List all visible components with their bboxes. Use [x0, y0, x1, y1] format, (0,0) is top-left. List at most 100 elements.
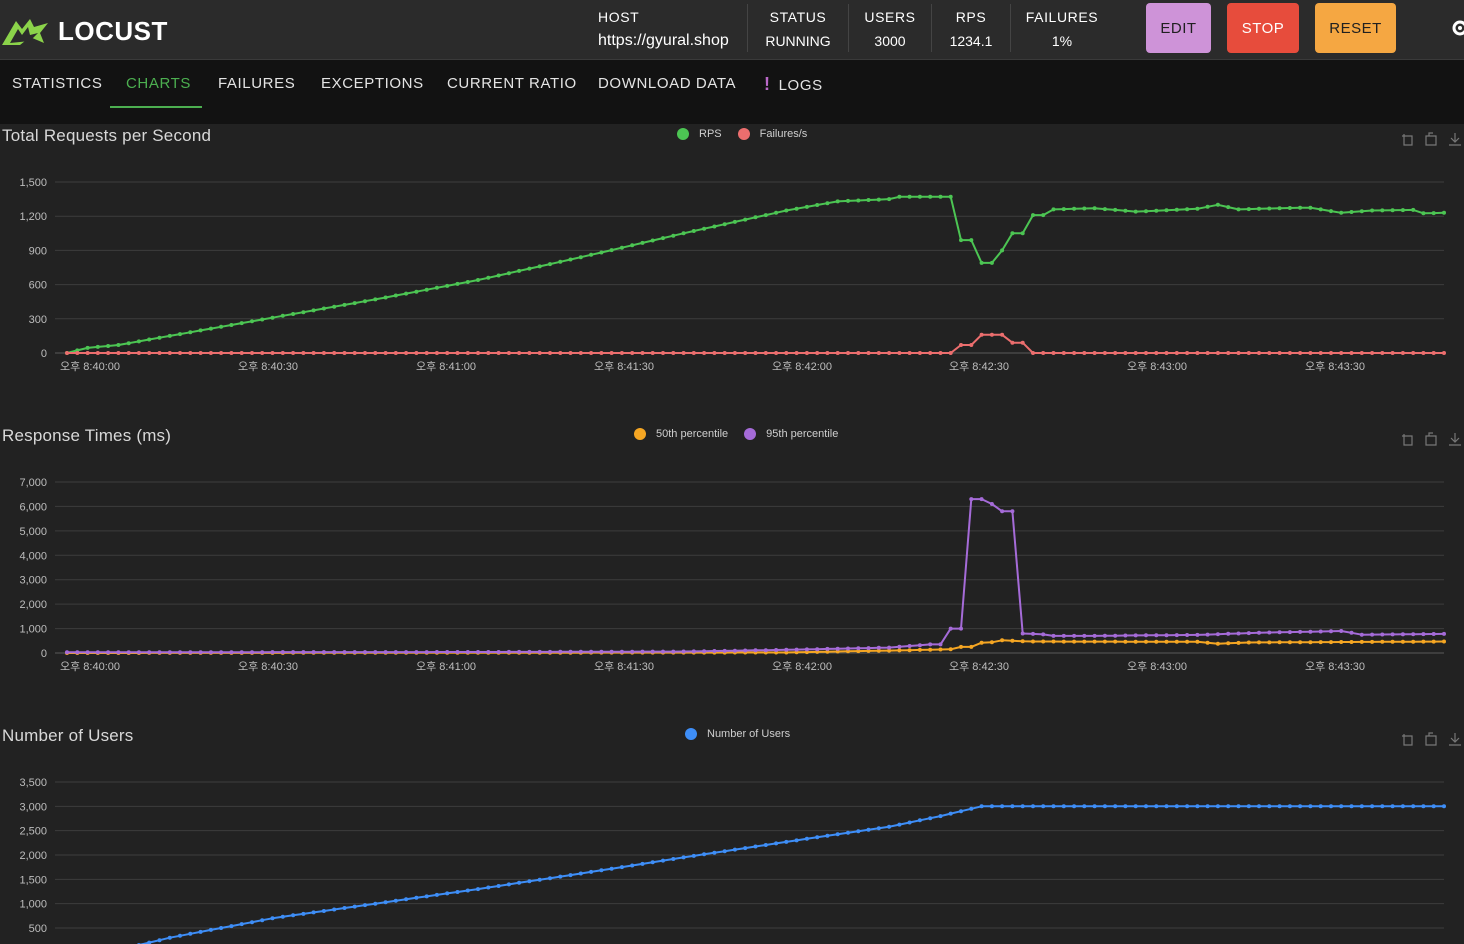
data-point — [568, 873, 573, 878]
data-point — [589, 351, 594, 355]
data-point — [434, 285, 439, 290]
data-point — [1400, 351, 1405, 355]
data-point — [661, 649, 665, 654]
legend-item-p50[interactable]: 50th percentile — [634, 428, 728, 440]
zoom-icon[interactable] — [1400, 732, 1414, 746]
divider — [1010, 4, 1011, 52]
data-point — [1154, 208, 1159, 213]
tab-charts[interactable]: CHARTS — [126, 75, 191, 92]
download-icon[interactable] — [1448, 432, 1462, 446]
data-point — [260, 351, 265, 355]
data-point — [537, 351, 542, 355]
data-point — [280, 351, 285, 355]
tab-download-data[interactable]: DOWNLOAD DATA — [598, 75, 737, 92]
data-point — [1092, 804, 1097, 809]
data-point — [75, 351, 80, 355]
tab-statistics[interactable]: STATISTICS — [12, 75, 103, 92]
data-point — [866, 646, 871, 651]
legend-item-rps[interactable]: RPS — [677, 128, 722, 140]
legend-item-failures[interactable]: Failures/s — [737, 128, 807, 140]
data-point — [1370, 639, 1375, 644]
data-point — [1277, 804, 1282, 809]
data-point — [1174, 207, 1179, 212]
data-point — [414, 650, 419, 655]
data-point — [1308, 351, 1313, 355]
data-point — [434, 650, 439, 654]
data-point — [1072, 351, 1077, 355]
data-point — [763, 648, 768, 653]
data-point — [578, 649, 583, 654]
zoom-reset-icon[interactable] — [1424, 732, 1438, 746]
data-point — [815, 351, 820, 355]
data-point — [1380, 208, 1385, 213]
data-point — [85, 650, 90, 655]
data-point — [95, 351, 100, 355]
data-point — [856, 646, 861, 651]
legend-item-users[interactable]: Number of Users — [685, 728, 790, 740]
status-stat: STATUS RUNNING — [752, 0, 844, 59]
data-point — [1113, 633, 1118, 638]
data-point — [558, 649, 563, 654]
x-tick-label: 오후 8:43:00 — [1127, 360, 1187, 373]
data-point — [732, 351, 737, 355]
data-point — [1236, 631, 1241, 636]
data-point — [887, 648, 892, 653]
data-point — [157, 938, 162, 943]
data-point — [126, 351, 131, 355]
zoom-reset-icon[interactable] — [1424, 432, 1438, 446]
data-point — [352, 650, 357, 655]
zoom-icon[interactable] — [1400, 432, 1414, 446]
data-point — [85, 351, 90, 355]
download-icon[interactable] — [1448, 732, 1462, 746]
data-point — [537, 264, 542, 269]
data-point — [136, 650, 141, 655]
download-icon[interactable] — [1448, 132, 1462, 146]
tab-exceptions[interactable]: EXCEPTIONS — [321, 75, 424, 92]
data-point — [1051, 207, 1056, 212]
tab-failures[interactable]: FAILURES — [218, 75, 296, 92]
data-point — [116, 343, 121, 347]
data-point — [969, 238, 974, 243]
data-point — [527, 649, 532, 654]
x-tick-label: 오후 8:40:00 — [60, 360, 120, 373]
data-point — [989, 804, 994, 809]
data-point — [1287, 206, 1292, 210]
tab-current-ratio[interactable]: CURRENT RATIO — [447, 75, 577, 92]
data-point — [383, 295, 388, 300]
x-tick-label: 오후 8:42:00 — [772, 660, 832, 673]
zoom-reset-icon[interactable] — [1424, 132, 1438, 146]
tab-logs[interactable]: ! LOGS — [748, 60, 839, 108]
data-point — [424, 287, 429, 292]
data-point — [578, 255, 583, 260]
data-point — [1031, 639, 1035, 644]
data-point — [846, 646, 850, 651]
settings-gear-icon[interactable] — [1450, 18, 1464, 38]
y-tick-label: 3,500 — [19, 777, 47, 789]
rps-label: RPS — [955, 8, 987, 25]
data-point — [948, 811, 953, 816]
data-point — [989, 502, 994, 506]
data-point — [1226, 631, 1231, 636]
reset-button[interactable]: RESET — [1315, 3, 1396, 53]
data-point — [1164, 208, 1169, 213]
data-point — [856, 198, 861, 203]
zoom-icon[interactable] — [1400, 132, 1414, 146]
data-point — [887, 351, 892, 355]
stop-button[interactable]: STOP — [1227, 3, 1299, 53]
legend-label: 95th percentile — [766, 428, 839, 440]
data-point — [229, 924, 234, 929]
data-point — [1349, 351, 1354, 355]
locust-logo[interactable]: LOCUST — [0, 11, 168, 51]
data-point — [897, 351, 902, 355]
data-point — [1400, 632, 1405, 637]
data-point — [722, 351, 727, 355]
data-point — [969, 806, 974, 811]
edit-button[interactable]: EDIT — [1146, 3, 1211, 53]
data-point — [1113, 804, 1118, 809]
data-point — [702, 852, 707, 857]
data-point — [558, 259, 563, 264]
legend-item-p95[interactable]: 95th percentile — [744, 428, 838, 440]
data-point — [1308, 205, 1313, 210]
data-point — [332, 304, 337, 309]
data-point — [1195, 351, 1200, 355]
